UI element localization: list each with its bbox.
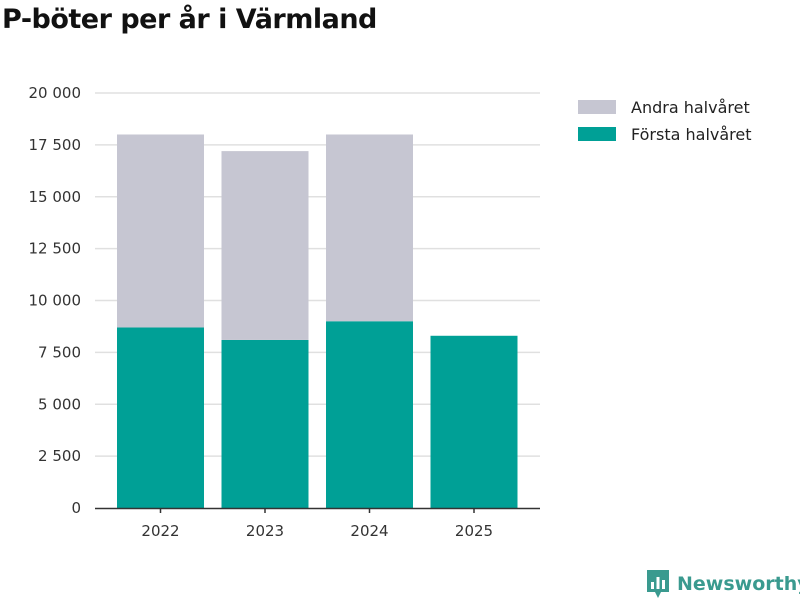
y-tick-label: 2 500 (38, 447, 81, 465)
x-tick-label: 2024 (350, 522, 388, 540)
bar-andra-halvåret-2024 (326, 134, 413, 322)
y-tick-label: 12 500 (29, 240, 82, 258)
legend-item-andra-halvåret[interactable]: Andra halvåret (578, 98, 750, 117)
y-axis-ticks: 0 2 500 5 000 7 500 10 000 12 500 15 000 17 500… (29, 84, 82, 517)
y-tick-label: 0 (71, 499, 81, 517)
y-tick-label: 17 500 (29, 136, 82, 154)
x-tick-label: 2025 (455, 522, 493, 540)
bars (117, 134, 518, 508)
bar-första-halvåret-2023 (221, 339, 309, 508)
newsworthy-logo-icon (647, 570, 669, 598)
legend-item-första-halvåret[interactable]: Första halvåret (578, 125, 752, 144)
y-tick-label: 5 000 (38, 395, 81, 413)
bar-andra-halvåret-2023 (221, 151, 309, 340)
bar-andra-halvåret-2022 (117, 134, 204, 328)
y-tick-label: 15 000 (29, 188, 82, 206)
legend-label: Första halvåret (631, 125, 752, 144)
legend-swatch (578, 127, 616, 141)
x-tick-label: 2023 (246, 522, 284, 540)
legend-label: Andra halvåret (631, 98, 750, 117)
bar-första-halvåret-2022 (117, 327, 204, 508)
x-axis-ticks: 2022 2023 2024 2025 (141, 508, 493, 540)
brand-footer: Newsworthy (645, 568, 800, 600)
x-tick-label: 2022 (141, 522, 179, 540)
chart-title: P-böter per år i Värmland (2, 4, 377, 35)
y-tick-label: 7 500 (38, 343, 81, 361)
brand-name: Newsworthy (677, 573, 800, 595)
bar-första-halvåret-2025 (430, 335, 518, 508)
legend-swatch (578, 100, 616, 114)
legend[interactable]: Andra halvåret Första halvåret (578, 98, 752, 144)
y-tick-label: 20 000 (29, 84, 82, 102)
bar-första-halvåret-2024 (326, 321, 413, 508)
y-tick-label: 10 000 (29, 292, 82, 310)
